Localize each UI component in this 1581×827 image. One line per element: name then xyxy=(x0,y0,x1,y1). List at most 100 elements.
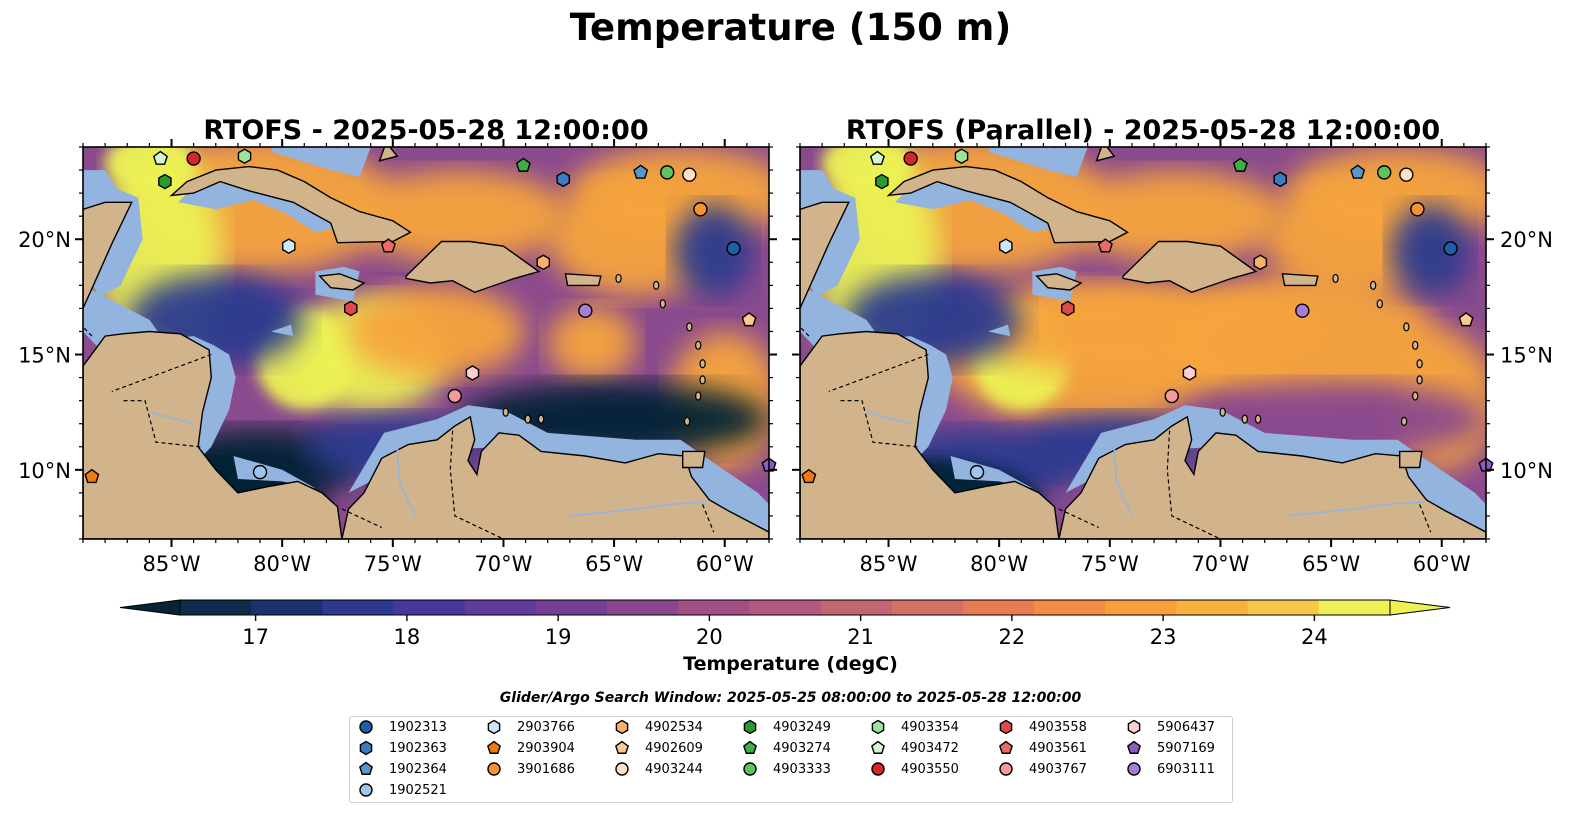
marker-3901686 xyxy=(1410,202,1425,217)
colorbar-tick-label: 19 xyxy=(545,625,572,649)
colorbar-bin xyxy=(678,600,750,615)
y-tick-label: 20°N xyxy=(1500,228,1553,252)
marker-4903333 xyxy=(660,165,675,180)
marker-1902364 xyxy=(633,164,649,179)
legend-item: 5906437 xyxy=(1126,718,1215,736)
island xyxy=(502,407,509,417)
circle-marker-icon xyxy=(871,762,885,776)
colorbar-bin xyxy=(393,600,466,615)
x-tick-label: 70°W xyxy=(1191,552,1249,576)
legend-label: 2903904 xyxy=(517,740,575,756)
legend-label: 4903561 xyxy=(1029,740,1087,756)
island xyxy=(1376,299,1383,309)
legend-marker xyxy=(615,762,629,776)
legend-item: 4903354 xyxy=(870,718,959,736)
pentagon-marker-icon xyxy=(999,740,1013,754)
legend-item: 4903333 xyxy=(742,760,831,778)
legend-marker xyxy=(743,719,757,735)
shelf-area xyxy=(271,324,294,337)
colorbar: 17 18 19 20 21 22 23 24 xyxy=(119,599,1451,649)
temperature-patch xyxy=(105,147,194,194)
marker-legend: 1902313 1902363 1902364 1902521 2903766 29039… xyxy=(349,716,1233,803)
island xyxy=(652,280,660,290)
x-tick-label: 70°W xyxy=(474,552,532,576)
land-area xyxy=(169,165,412,244)
legend-item: 6903111 xyxy=(1126,760,1215,778)
island xyxy=(1241,414,1248,424)
circle-marker-icon xyxy=(999,762,1013,776)
x-tick-label: 80°W xyxy=(253,552,311,576)
legend-marker xyxy=(615,740,629,754)
legend-label: 4902534 xyxy=(645,719,703,735)
legend-item: 2903904 xyxy=(486,739,575,757)
marker-1902363 xyxy=(1273,171,1287,188)
marker-5906437 xyxy=(465,365,480,381)
country-border xyxy=(837,400,918,448)
shelf-area xyxy=(895,181,1066,233)
colorbar-tick-label: 18 xyxy=(394,625,421,649)
legend-label: 4902609 xyxy=(645,740,703,756)
land-area xyxy=(1281,273,1319,287)
island xyxy=(1332,273,1339,284)
pentagon-marker-icon xyxy=(871,740,885,754)
marker-4903274 xyxy=(1232,157,1248,172)
hexagon-marker-icon xyxy=(743,719,757,735)
pentagon-marker-icon xyxy=(1127,740,1141,754)
shelf-area xyxy=(988,147,1088,177)
marker-4903354 xyxy=(954,148,969,165)
colorbar-under-arrow xyxy=(119,599,181,616)
legend-item: 4903550 xyxy=(870,760,959,778)
land-area xyxy=(1035,273,1083,291)
marker-1902313 xyxy=(726,241,741,256)
temperature-patch xyxy=(547,306,637,380)
marker-4903767 xyxy=(1164,388,1179,404)
colorbar-tick-label: 22 xyxy=(999,625,1026,649)
marker-4903244 xyxy=(1399,167,1414,182)
y-tick-label: 10°N xyxy=(1500,459,1553,483)
x-tick-label: 75°W xyxy=(1081,552,1139,576)
panel-title: RTOFS - 2025-05-28 12:00:00 xyxy=(203,115,648,146)
marker-4903767 xyxy=(447,388,462,404)
marker-4903472 xyxy=(869,150,885,165)
legend-label: 5906437 xyxy=(1157,719,1215,735)
hexagon-marker-icon xyxy=(615,719,629,735)
hexagon-marker-icon xyxy=(487,719,501,735)
marker-4903249 xyxy=(875,173,889,190)
search-window-note: Glider/Argo Search Window: 2025-05-25 08… xyxy=(499,690,1082,706)
colorbar-tick-label: 23 xyxy=(1150,625,1177,649)
island xyxy=(1416,375,1423,385)
island xyxy=(686,322,693,332)
colorbar-bin xyxy=(535,600,608,615)
marker-1902521 xyxy=(252,464,268,480)
marker-4902534 xyxy=(1253,254,1268,271)
colorbar-bin xyxy=(1034,600,1106,615)
temperature-patch xyxy=(348,170,570,263)
pentagon-marker-icon xyxy=(615,740,629,754)
river xyxy=(866,411,911,425)
x-tick-label: 85°W xyxy=(143,552,201,576)
marker-1902313 xyxy=(1443,241,1458,256)
legend-marker xyxy=(359,740,373,756)
island xyxy=(699,375,706,385)
river xyxy=(1286,501,1425,517)
panel-frame xyxy=(799,146,1487,540)
marker-4903244 xyxy=(682,167,697,182)
country-border xyxy=(1166,430,1221,539)
land-area xyxy=(341,415,769,539)
colorbar-label: Temperature (degC) xyxy=(683,653,898,675)
temperature-patch xyxy=(348,285,526,378)
legend-marker xyxy=(487,719,501,735)
temperature-patch xyxy=(673,204,754,297)
y-tick-label: 10°N xyxy=(18,459,71,483)
legend-marker xyxy=(999,740,1013,754)
island xyxy=(694,340,702,350)
colorbar-bin xyxy=(180,600,252,615)
legend-label: 4903244 xyxy=(645,761,703,777)
shelf-area xyxy=(988,324,1011,337)
marker-1902521 xyxy=(969,464,985,480)
x-tick-label: 65°W xyxy=(585,552,643,576)
legend-item: 1902521 xyxy=(358,781,447,799)
legend-label: 4903558 xyxy=(1029,719,1087,735)
island xyxy=(1416,359,1423,369)
